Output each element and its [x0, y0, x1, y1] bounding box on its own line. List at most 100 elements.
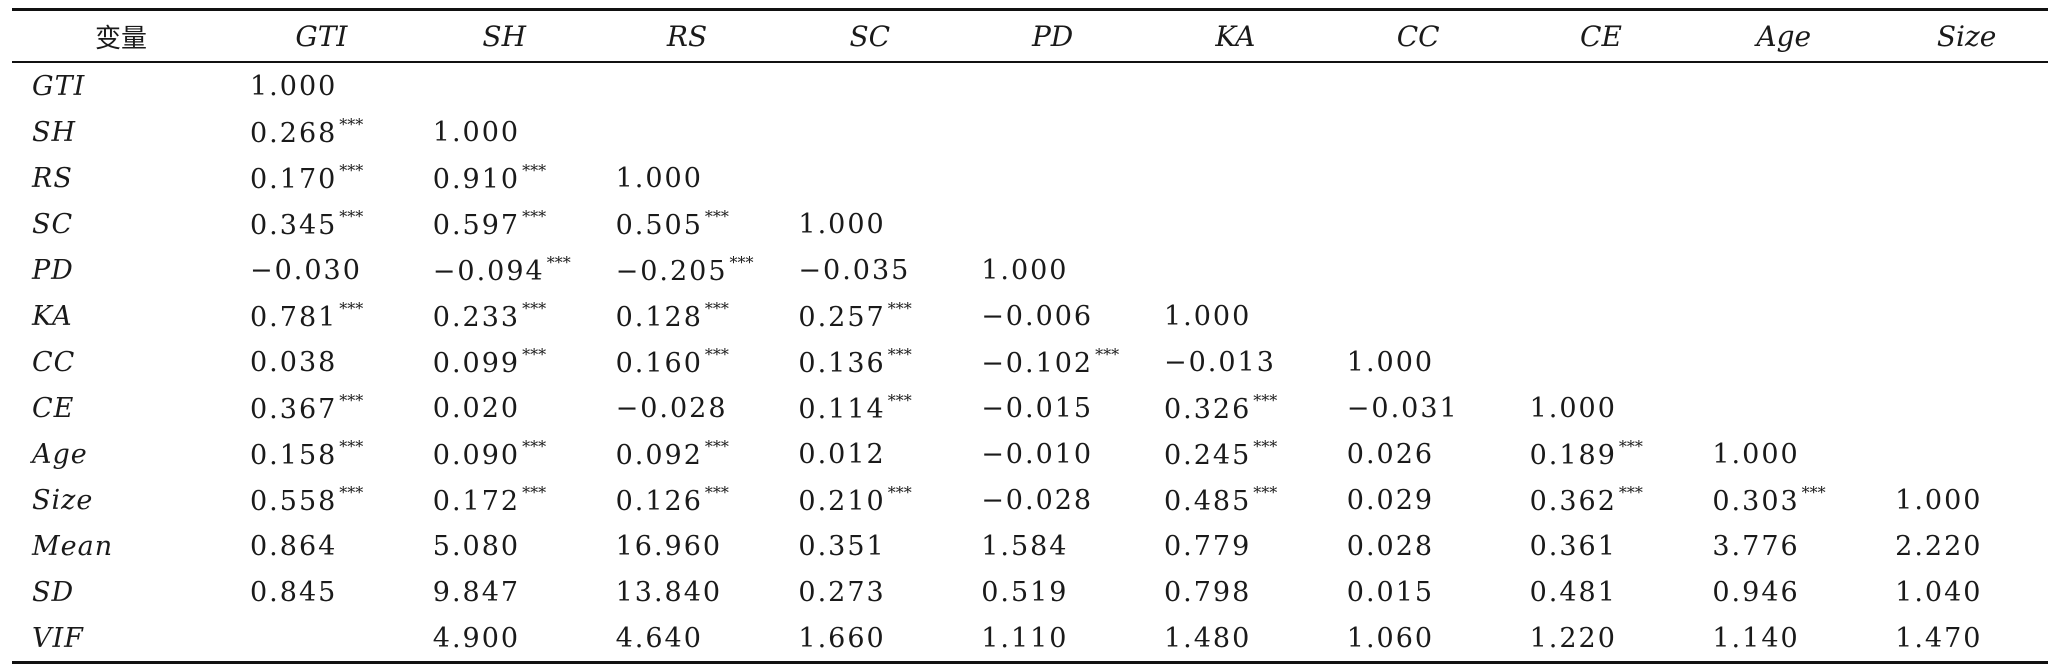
- table-cell: 0.015: [1327, 569, 1510, 615]
- significance-marker: ***: [1618, 483, 1643, 502]
- table-row: RS 0.170 *** 0.910 *** 1.000: [12, 155, 2048, 201]
- table-cell: 0.029: [1327, 477, 1510, 523]
- table-cell: [1327, 247, 1510, 293]
- table-cell: [1875, 201, 2048, 247]
- table-cell: [1327, 201, 1510, 247]
- table-cell: [1692, 339, 1875, 385]
- header-pd: PD: [1031, 19, 1074, 53]
- cell-value: 0.029: [1346, 484, 1435, 516]
- cell-value: 0.779: [1163, 530, 1252, 562]
- table-cell: [1327, 62, 1510, 109]
- table-cell: 0.210 ***: [778, 477, 961, 523]
- significance-marker: ***: [339, 391, 364, 410]
- significance-marker: ***: [887, 299, 912, 318]
- cell-value: 13.840: [615, 576, 723, 608]
- table-cell: [1510, 62, 1693, 109]
- table-cell: [596, 109, 779, 155]
- table-cell: [1144, 247, 1327, 293]
- table-cell: 0.505 ***: [596, 201, 779, 247]
- table-cell: 0.273: [778, 569, 961, 615]
- cell-value: 1.000: [432, 116, 521, 148]
- significance-marker: ***: [339, 483, 364, 502]
- cell-value: 0.326: [1163, 394, 1252, 425]
- cell-value: 9.847: [432, 576, 521, 608]
- cell-value: 0.303: [1712, 486, 1800, 517]
- cell-value: 0.170: [250, 164, 338, 195]
- significance-marker: ***: [704, 483, 729, 502]
- table-cell: 1.220: [1510, 615, 1693, 663]
- cell-value: 0.026: [1346, 438, 1435, 470]
- header-variable-label: 变量: [94, 23, 147, 54]
- cell-value: 1.000: [798, 208, 886, 240]
- table-cell: [961, 109, 1144, 155]
- table-cell: 0.172 ***: [413, 477, 596, 523]
- cell-value: 0.012: [798, 438, 886, 470]
- cell-value: 0.351: [798, 530, 886, 562]
- table-cell: [1692, 155, 1875, 201]
- table-row: SC 0.345 *** 0.597 *** 0.505 *** 1.000: [12, 201, 2048, 247]
- cell-value: −0.028: [615, 392, 728, 424]
- cell-value: 1.220: [1529, 622, 1617, 654]
- significance-marker: ***: [1095, 345, 1120, 364]
- cell-value: 1.000: [250, 70, 338, 102]
- significance-marker: ***: [339, 161, 364, 180]
- cell-value: 0.160: [615, 348, 703, 379]
- table-cell: [1875, 293, 2048, 339]
- cell-value: 0.558: [250, 486, 338, 517]
- table-cell: [778, 109, 961, 155]
- cell-value: 0.481: [1529, 576, 1617, 608]
- table-row: Mean 0.864 5.080 16.960 0.351 1.584 0.779 0.028…: [12, 523, 2048, 569]
- cell-value: −0.031: [1346, 392, 1459, 424]
- significance-marker: ***: [1253, 437, 1278, 456]
- table-cell: [1144, 155, 1327, 201]
- row-label: SC: [32, 208, 74, 240]
- cell-value: 0.189: [1529, 440, 1617, 471]
- table-cell: 4.900: [413, 615, 596, 663]
- cell-value: 0.092: [615, 440, 703, 471]
- table-cell: 0.361: [1510, 523, 1693, 569]
- table-row: SH 0.268 *** 1.000: [12, 109, 2048, 155]
- table-row: CE 0.367 *** 0.020 −0.028 0.114 *** −0.015 0.326…: [12, 385, 2048, 431]
- significance-marker: ***: [546, 253, 571, 272]
- cell-value: 0.038: [250, 346, 338, 378]
- table-cell: 0.485 ***: [1144, 477, 1327, 523]
- table-cell: 1.660: [778, 615, 961, 663]
- table-cell: [1327, 293, 1510, 339]
- header-sh: SH: [482, 19, 526, 53]
- cell-value: 0.361: [1529, 530, 1617, 562]
- table-cell: [1692, 385, 1875, 431]
- table-cell: 0.367 ***: [230, 385, 413, 431]
- table-body: GTI 1.000 SH 0.268 *** 1.000 RS 0.170 *** 0.910 **…: [12, 62, 2048, 663]
- table-cell: [961, 155, 1144, 201]
- table-cell: 0.038: [230, 339, 413, 385]
- cell-value: 1.000: [1895, 484, 1983, 516]
- table-cell: 0.233 ***: [413, 293, 596, 339]
- cell-value: 0.946: [1712, 576, 1800, 608]
- cell-value: 2.220: [1895, 530, 1983, 562]
- cell-value: −0.094: [432, 256, 545, 287]
- significance-marker: ***: [522, 345, 547, 364]
- table-cell: 1.000: [1327, 339, 1510, 385]
- cell-value: 0.864: [250, 530, 338, 562]
- table-cell: 0.092 ***: [596, 431, 779, 477]
- table-row: SD 0.845 9.847 13.840 0.273 0.519 0.798 0.015 0.…: [12, 569, 2048, 615]
- cell-value: −0.015: [981, 392, 1094, 424]
- table-row: GTI 1.000: [12, 62, 2048, 109]
- table-cell: [596, 62, 779, 109]
- cell-value: 0.485: [1163, 486, 1252, 517]
- table-cell: 1.584: [961, 523, 1144, 569]
- significance-marker: ***: [887, 345, 912, 364]
- cell-value: 1.000: [1163, 300, 1252, 332]
- table-cell: [1510, 247, 1693, 293]
- table-row: CC 0.038 0.099 *** 0.160 *** 0.136 *** −0.102 ***…: [12, 339, 2048, 385]
- table-cell: [778, 155, 961, 201]
- row-label: CC: [32, 346, 76, 378]
- table-cell: 13.840: [596, 569, 779, 615]
- row-label: CE: [32, 392, 75, 424]
- table-cell: 0.170 ***: [230, 155, 413, 201]
- cell-value: −0.013: [1163, 346, 1276, 378]
- table-cell: [1510, 155, 1693, 201]
- cell-value: 0.268: [250, 118, 338, 149]
- cell-value: −0.028: [981, 484, 1094, 516]
- table-cell: 1.060: [1327, 615, 1510, 663]
